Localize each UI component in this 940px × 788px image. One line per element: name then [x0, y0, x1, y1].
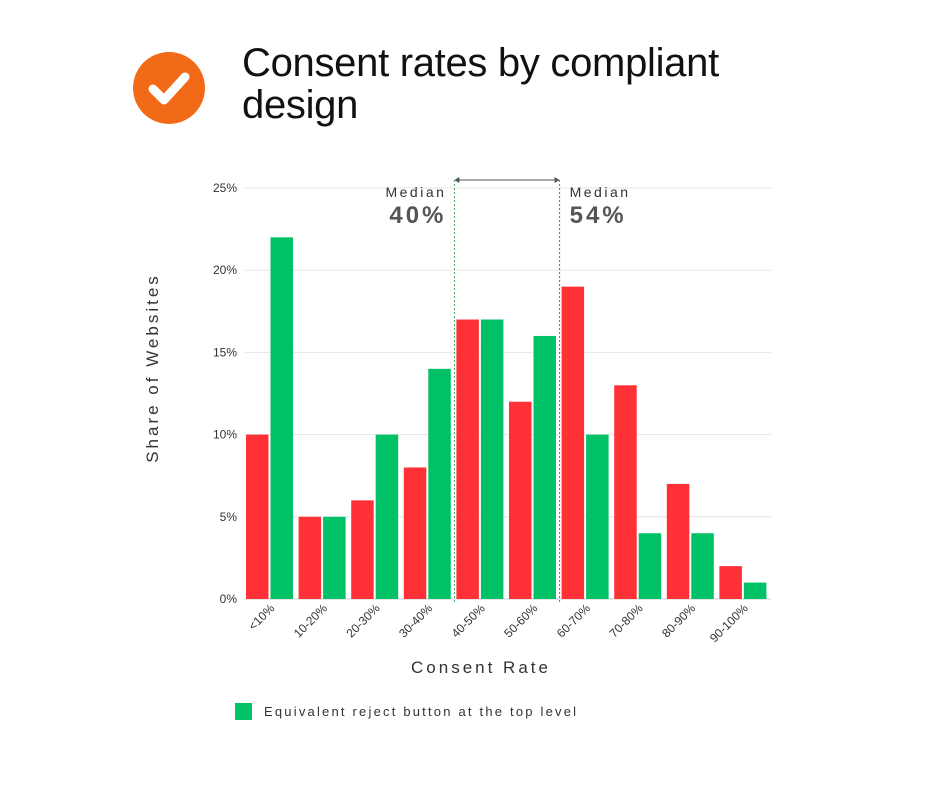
median-value: 54% — [570, 202, 627, 229]
page-title: Consent rates by compliant design — [242, 41, 719, 127]
bar-red — [403, 467, 427, 599]
bar-red — [351, 500, 374, 599]
y-tick-label: 15% — [213, 345, 237, 359]
bar-red — [298, 516, 322, 599]
bar-green — [323, 516, 346, 599]
x-tick-label: 70-80% — [606, 601, 645, 640]
x-tick-label: 30-40% — [396, 601, 435, 640]
median-label: Median — [385, 184, 446, 200]
bar-green — [638, 533, 662, 599]
x-tick-label: 60-70% — [554, 601, 593, 640]
x-tick-label: 80-90% — [659, 601, 698, 640]
x-axis-title: Consent Rate — [411, 658, 551, 677]
bar-red — [614, 385, 637, 599]
x-tick-label: 40-50% — [449, 601, 488, 640]
median-value: 40% — [389, 202, 446, 229]
median-label: Median — [570, 184, 631, 200]
x-tick-label: 20-30% — [343, 601, 382, 640]
median-arrow-head-right — [554, 177, 560, 183]
y-tick-label: 5% — [220, 510, 238, 524]
bar-green — [743, 582, 767, 599]
bar-green — [586, 434, 609, 599]
bar-red — [561, 286, 585, 599]
median-arrow-head-left — [454, 177, 460, 183]
y-tick-label: 10% — [213, 428, 237, 442]
bar-red — [456, 319, 479, 599]
bar-red — [666, 483, 690, 599]
bar-green — [691, 533, 714, 599]
bar-green — [270, 237, 293, 599]
y-tick-label: 0% — [220, 592, 238, 606]
check-circle-icon — [133, 52, 205, 124]
x-tick-label: <10% — [246, 601, 278, 633]
y-axis-title: Share of Websites — [143, 273, 162, 463]
legend: Equivalent reject button at the top leve… — [235, 702, 578, 720]
y-tick-label: 20% — [213, 263, 237, 277]
x-tick-label: 50-60% — [501, 601, 540, 640]
bar-green — [375, 434, 399, 599]
bar-green — [480, 319, 504, 599]
legend-label: Equivalent reject button at the top leve… — [264, 703, 579, 719]
bar-green — [428, 368, 451, 599]
bar-red — [719, 566, 742, 599]
y-tick-label: 25% — [213, 181, 237, 195]
x-tick-label: 10-20% — [291, 601, 330, 640]
legend-swatch — [235, 702, 252, 720]
bar-green — [533, 335, 556, 599]
bar-chart: 0% 5% 10% 15% 20% 25% <10% 10-20% 20-30% 30-40% 40… — [143, 177, 771, 677]
bar-red — [246, 434, 269, 599]
bar-red — [509, 401, 532, 599]
x-tick-label: 90-100% — [707, 601, 751, 645]
